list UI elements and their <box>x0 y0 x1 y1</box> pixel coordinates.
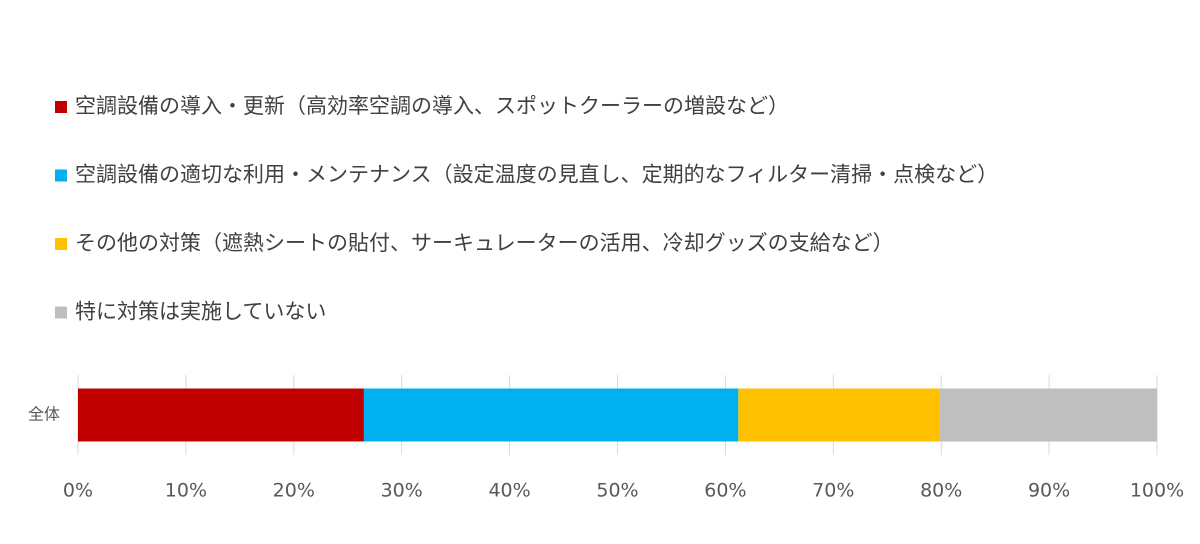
legend-marker <box>55 238 67 250</box>
x-tick-label: 60% <box>704 480 746 502</box>
bar-segment <box>78 388 364 442</box>
bar-segment <box>738 388 940 442</box>
legend-label: 空調設備の導入・更新（高効率空調の導入、スポットクーラーの増設など） <box>75 94 789 118</box>
x-tick-label: 20% <box>273 480 315 502</box>
x-tick-label: 100% <box>1130 480 1184 502</box>
legend-label: 特に対策は実施していない <box>75 300 326 324</box>
x-tick-label: 70% <box>812 480 854 502</box>
legend-marker <box>55 101 67 113</box>
x-tick-label: 0% <box>63 480 93 502</box>
x-tick-label: 50% <box>596 480 638 502</box>
bar-segment <box>939 388 1157 442</box>
x-tick-label: 10% <box>165 480 207 502</box>
x-tick-label: 80% <box>920 480 962 502</box>
x-tick-label: 40% <box>488 480 530 502</box>
legend-marker <box>55 306 67 319</box>
x-tick-label: 90% <box>1028 480 1070 502</box>
legend-marker <box>55 169 67 182</box>
bar-segment <box>363 388 739 442</box>
y-tick-label: 全体 <box>28 405 60 424</box>
x-tick-label: 30% <box>381 480 423 502</box>
legend-label: その他の対策（遮熱シートの貼付、サーキュレーターの活用、冷却グッズの支給など） <box>75 231 894 255</box>
legend-label: 空調設備の適切な利用・メンテナンス（設定温度の見直し、定期的なフィルター清掃・点… <box>75 163 998 187</box>
